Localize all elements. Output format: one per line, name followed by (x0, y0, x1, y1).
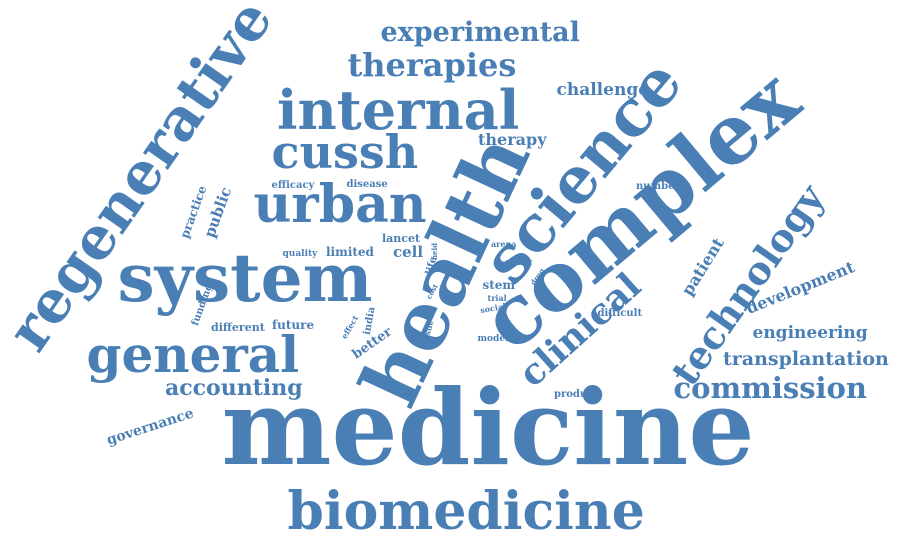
word-different: different (211, 320, 265, 334)
word-efficacy: efficacy (271, 180, 315, 191)
word-system: system (117, 239, 373, 317)
word-quality: quality (282, 248, 318, 259)
word-arena: arena (491, 239, 517, 249)
word-therapy: therapy (478, 130, 547, 149)
word-medicine: medicine (221, 366, 755, 489)
word-stem: stem (482, 278, 516, 292)
word-therapies: therapies (347, 46, 517, 84)
word-limited: limited (326, 245, 374, 259)
word-cell: cell (393, 242, 424, 261)
word-disease: disease (346, 179, 388, 190)
word-challenge: challenge (556, 79, 650, 100)
word-trial: trial (487, 293, 507, 303)
word-transplantation: transplantation (723, 347, 889, 370)
word-general: general (86, 325, 300, 384)
word-internal: internal (277, 78, 520, 142)
word-lancet: lancet (382, 231, 421, 245)
word-biomedicine: biomedicine (287, 481, 645, 536)
word-model: model (477, 333, 509, 344)
word-commission: commission (673, 370, 867, 405)
word-clinic: clinic (505, 257, 533, 268)
word-urban: urban (253, 174, 427, 235)
word-governance: governance (104, 405, 196, 449)
word-future: future (272, 318, 315, 332)
word-product: product (554, 389, 598, 400)
word-effect: effect (338, 313, 360, 341)
word-difficult: difficult (597, 308, 643, 319)
word-accounting: accounting (165, 375, 303, 401)
word-experimental: experimental (380, 16, 580, 48)
word-number: number (636, 181, 680, 192)
word-engineering: engineering (752, 322, 868, 343)
word-cussh: cussh (271, 125, 419, 179)
